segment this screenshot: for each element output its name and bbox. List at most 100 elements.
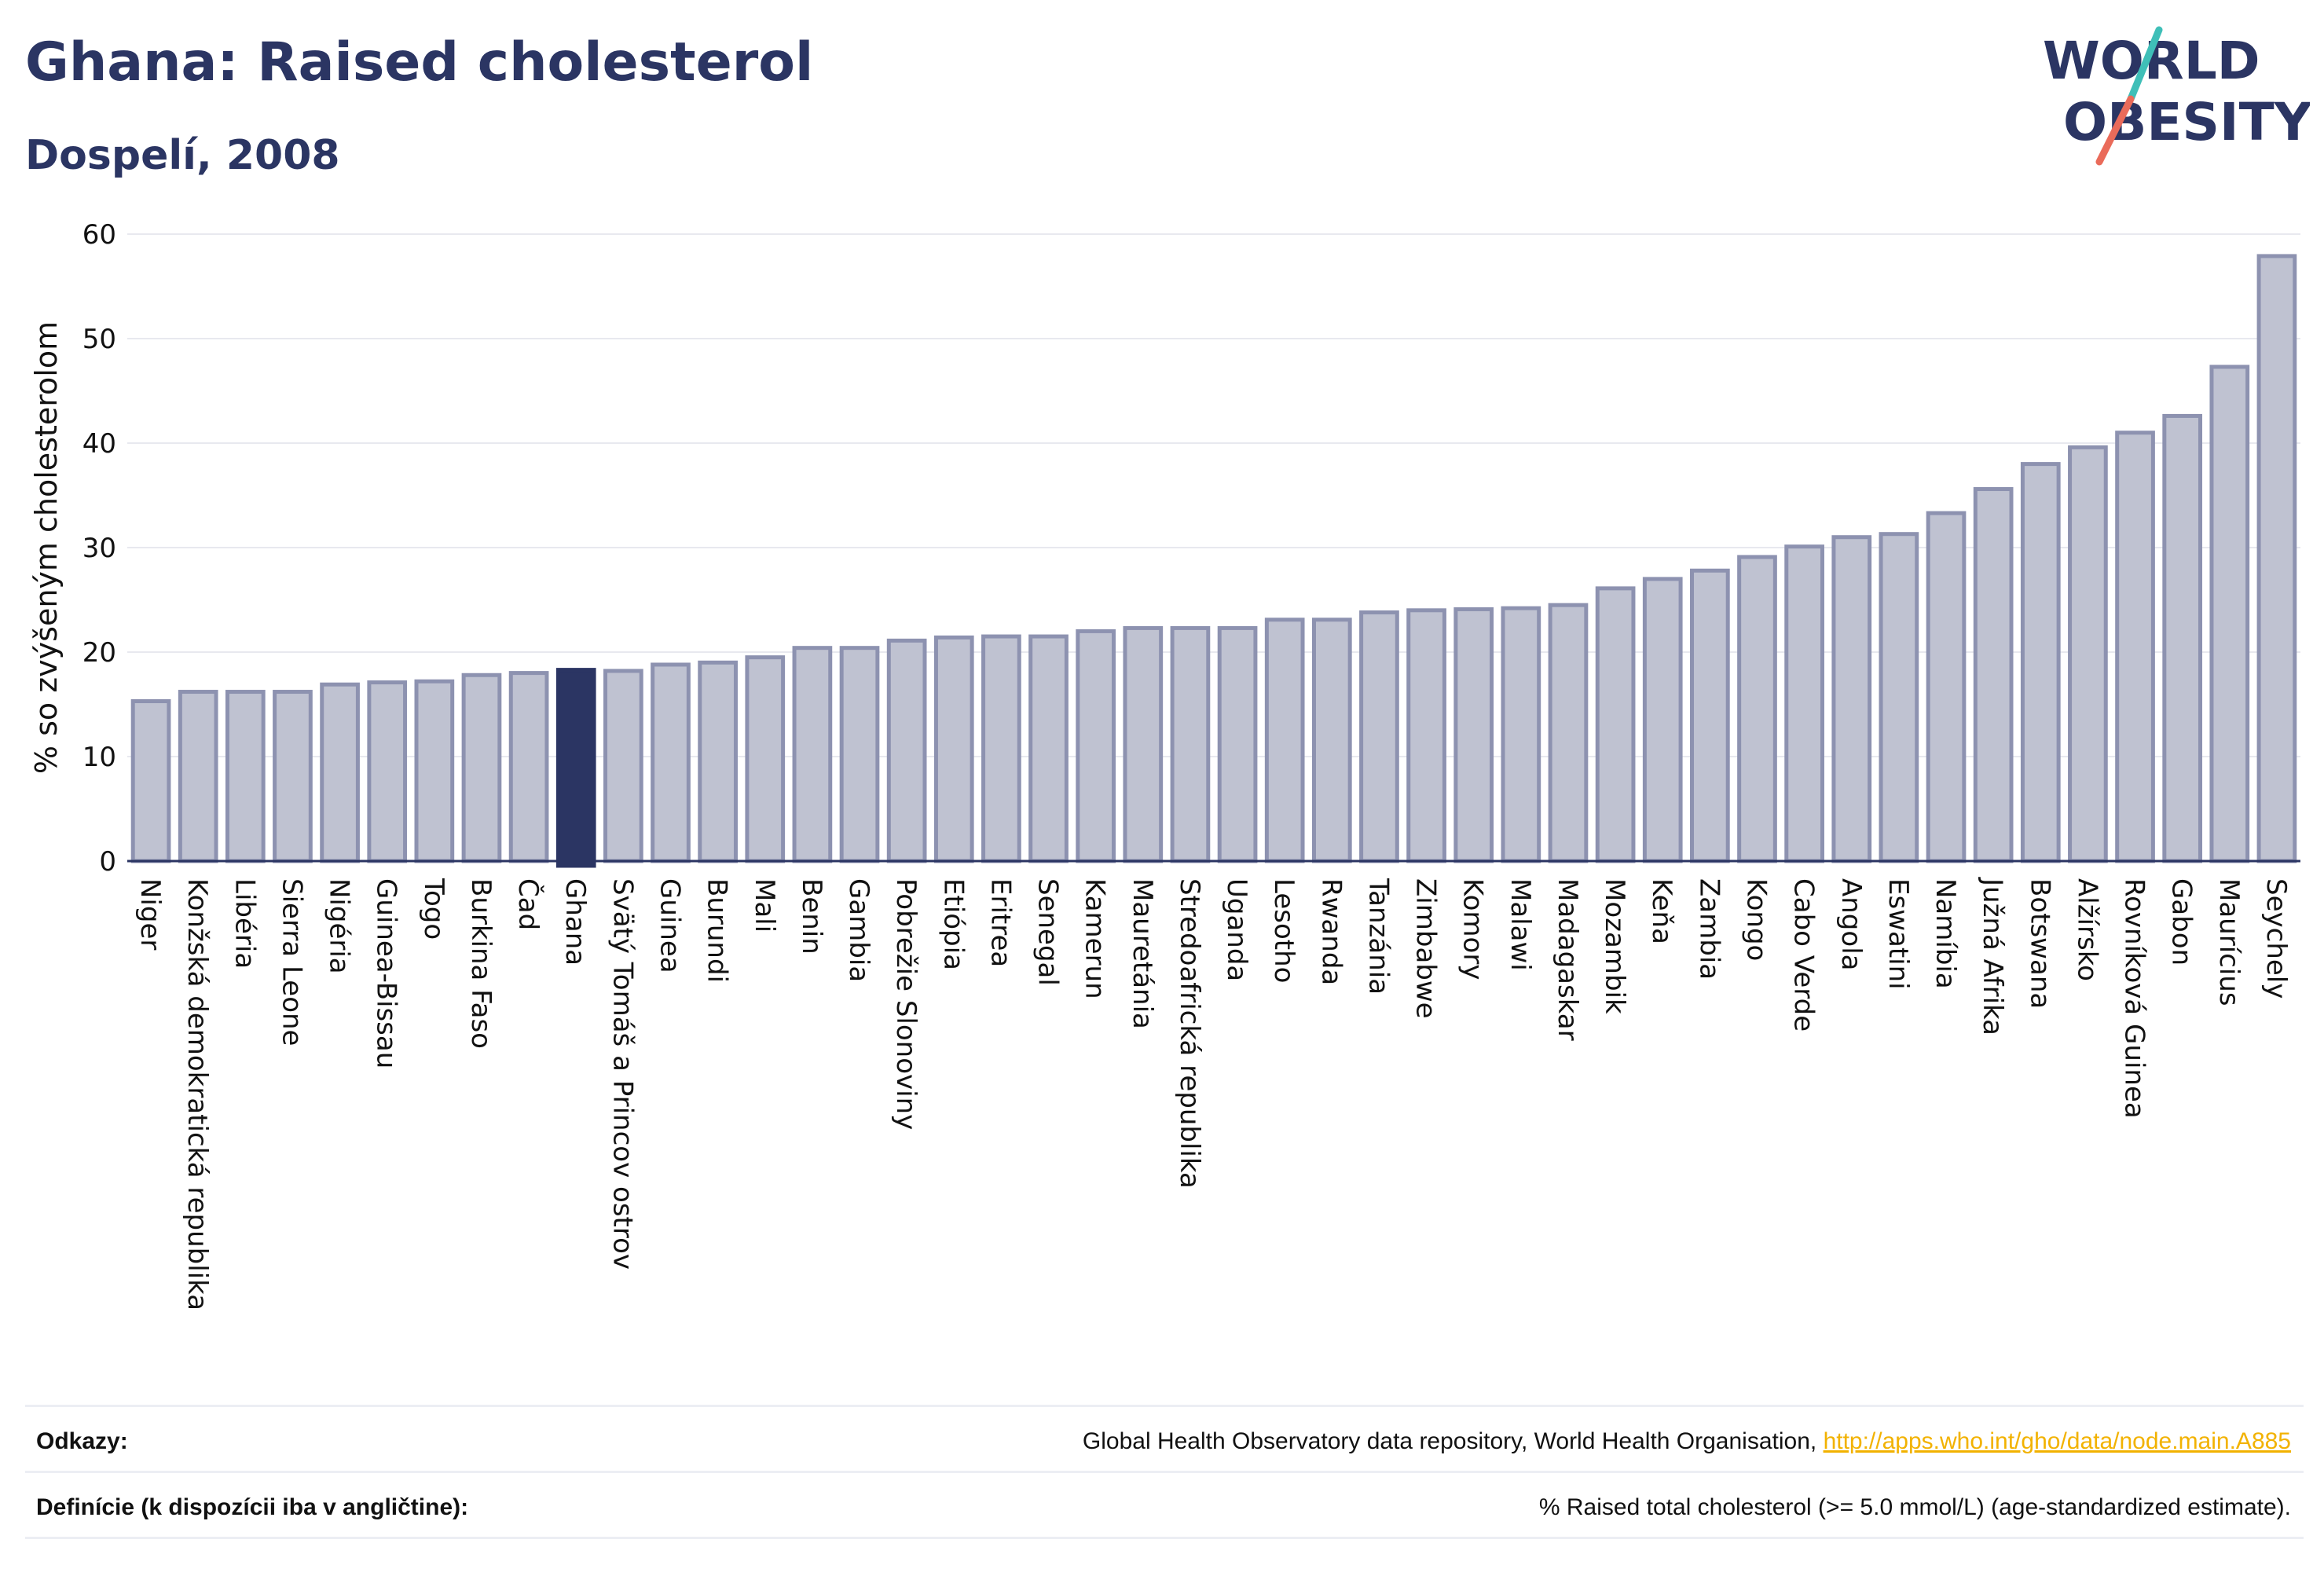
x-tick-label: Sierra Leone (276, 878, 307, 1046)
bar (1406, 608, 1446, 863)
bar (1217, 625, 1258, 863)
references-source: Global Health Observatory data repositor… (1082, 1428, 1824, 1454)
bar (1311, 618, 1352, 863)
x-tick-label: Zambia (1693, 878, 1725, 980)
x-tick-label: Stredoafrická republika (1174, 878, 1205, 1189)
x-tick-label: Kamerun (1080, 878, 1111, 999)
bar (1123, 625, 1164, 863)
bar (1548, 603, 1589, 863)
bar (651, 662, 691, 863)
x-tick-label: Benin (796, 878, 827, 955)
bar (1595, 586, 1636, 863)
y-tick-label: 10 (82, 742, 116, 773)
x-tick-label: Eritrea (984, 878, 1016, 967)
x-tick-label: Libéria (229, 878, 260, 969)
bar (178, 690, 218, 863)
bar (2209, 365, 2250, 863)
x-tick-label: Ghana (559, 878, 591, 966)
bar (273, 690, 313, 863)
x-tick-label: Konžská demokratická republika (181, 878, 213, 1310)
bar (1028, 634, 1069, 863)
bar (1737, 555, 1777, 863)
bar (414, 679, 455, 863)
definitions-text: % Raised total cholesterol (>= 5.0 mmol/… (1538, 1494, 2291, 1520)
x-tick-label: Uganda (1221, 878, 1252, 981)
x-tick-label: Senegal (1032, 878, 1064, 986)
chart-subtitle: Dospelí, 2008 (25, 132, 340, 179)
bar (367, 680, 408, 863)
logo-slash-coral (2095, 95, 2135, 166)
x-tick-label: Seychely (2260, 878, 2292, 999)
x-tick-label: Madagaskar (1552, 878, 1583, 1041)
bar (1501, 606, 1541, 863)
x-tick-label: Guinea (654, 878, 686, 973)
definitions-label: Definície (k dispozícii iba v angličtine… (36, 1494, 469, 1520)
x-tick-label: Botswana (2024, 878, 2055, 1009)
bar (320, 682, 360, 863)
x-tick-label: Namíbia (1930, 878, 1961, 989)
bar (130, 699, 171, 863)
x-tick-label: Zimbabwe (1410, 878, 1442, 1019)
bar (225, 690, 266, 863)
bar (839, 646, 880, 863)
y-tick-label: 30 (82, 533, 116, 564)
y-tick-label: 60 (82, 219, 116, 251)
bar (1170, 625, 1211, 863)
footer-divider (25, 1405, 2304, 1407)
bar (603, 669, 643, 863)
x-tick-label: Kongo (1741, 878, 1772, 961)
bar (1642, 577, 1683, 863)
x-tick-label: Maurícius (2213, 878, 2245, 1006)
x-tick-label: Gambia (843, 878, 874, 982)
y-tick-label: 40 (82, 428, 116, 460)
bar (981, 634, 1021, 863)
bar (2162, 413, 2203, 863)
bar (1973, 487, 2014, 863)
x-tick-label: Tanzánia (1362, 878, 1394, 995)
bar (1831, 535, 1872, 863)
footer-divider (25, 1537, 2304, 1539)
bar (792, 646, 833, 863)
bar (1879, 532, 1919, 863)
bar (933, 635, 974, 863)
references-label: Odkazy: (36, 1428, 128, 1454)
bar (745, 655, 786, 863)
x-tick-label: Malawi (1505, 878, 1536, 971)
bar (2256, 254, 2297, 863)
bar (1690, 568, 1730, 863)
x-tick-label: Nigéria (324, 878, 355, 974)
x-tick-label: Togo (418, 878, 449, 940)
chart-title: Ghana: Raised cholesterol (25, 31, 814, 93)
x-tick-label: Alžírsko (2071, 878, 2102, 981)
x-tick-label: Burundi (702, 878, 733, 983)
bar (698, 660, 738, 863)
y-tick-label: 50 (82, 324, 116, 355)
x-tick-label: Burkina Faso (465, 878, 497, 1049)
logo-word-obesity: OBESITY (2063, 92, 2310, 152)
bar (2068, 445, 2108, 863)
x-tick-label: Niger (134, 878, 166, 950)
x-tick-label: Mozambik (1599, 878, 1630, 1014)
x-tick-label: Rovníková Guinea (2119, 878, 2150, 1119)
x-tick-label: Čad (512, 878, 544, 930)
bar (1076, 629, 1116, 863)
y-axis-title: % so zvýšeným cholesterolom (29, 321, 64, 774)
bar (1784, 544, 1824, 863)
y-tick-label: 20 (82, 637, 116, 669)
x-tick-label: Mali (749, 878, 780, 933)
x-tick-label: Guinea-Bissau (371, 878, 402, 1068)
world-obesity-logo: WORLD OBESITY (2043, 26, 2310, 166)
x-tick-label: Gabon (2166, 878, 2198, 966)
x-tick-label: Cabo Verde (1788, 878, 1820, 1032)
bar (2115, 431, 2155, 863)
bar (886, 638, 927, 863)
bar (461, 673, 502, 863)
logo-slash-teal (2127, 26, 2163, 103)
footer-divider (25, 1471, 2304, 1473)
references-link[interactable]: http://apps.who.int/gho/data/node.main.A… (1823, 1428, 2291, 1454)
bar (2020, 462, 2061, 863)
x-tick-label: Južná Afrika (1977, 877, 2008, 1035)
bar-chart: 0 10 20 30 40 50 60 % so zvýšeným cholesterolom… (29, 219, 2300, 1310)
bar (508, 671, 549, 863)
x-tick-label: Etiópia (937, 878, 969, 970)
